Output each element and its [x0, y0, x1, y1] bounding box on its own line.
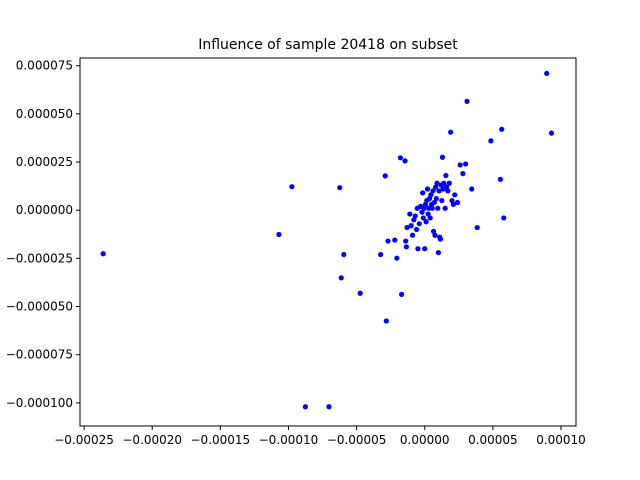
data-point-9	[378, 252, 383, 257]
y-tick-label-3: 0.000000	[16, 203, 73, 217]
data-point-7	[341, 252, 346, 257]
data-point-84	[544, 71, 549, 76]
data-point-65	[443, 173, 448, 178]
x-tick-label-7: 0.00010	[536, 433, 586, 447]
data-point-5	[337, 185, 342, 190]
data-point-15	[398, 155, 403, 160]
data-point-83	[501, 215, 506, 220]
data-point-21	[407, 211, 412, 216]
y-tick-label-0: 0.000075	[16, 59, 73, 73]
x-tick-label-0: −0.00025	[54, 433, 114, 447]
data-point-1	[276, 232, 281, 237]
data-point-6	[339, 275, 344, 280]
data-point-81	[498, 177, 503, 182]
data-point-78	[469, 186, 474, 191]
y-tick-label-1: 0.000050	[16, 107, 73, 121]
data-point-39	[425, 186, 430, 191]
data-point-67	[445, 188, 450, 193]
data-point-16	[399, 292, 404, 297]
data-point-25	[413, 213, 418, 218]
y-tick-label-7: −0.000100	[6, 396, 73, 410]
x-tick-label-6: 0.00005	[468, 433, 518, 447]
data-point-35	[422, 246, 427, 251]
data-point-80	[488, 138, 493, 143]
chart-title: Influence of sample 20418 on subset	[198, 37, 458, 53]
data-point-26	[414, 227, 419, 232]
data-point-60	[439, 198, 444, 203]
x-tick-label-5: 0.00000	[400, 433, 450, 447]
y-tick-label-4: −0.000025	[6, 251, 73, 265]
data-point-73	[455, 200, 460, 205]
data-point-74	[458, 162, 463, 167]
x-tick-label-2: −0.00015	[191, 433, 251, 447]
data-point-18	[403, 238, 408, 243]
data-point-64	[443, 206, 448, 211]
x-tick-label-4: −0.00005	[327, 433, 387, 447]
data-point-19	[404, 244, 409, 249]
data-point-17	[402, 158, 407, 163]
data-point-55	[436, 250, 441, 255]
data-point-10	[383, 173, 388, 178]
data-point-82	[499, 127, 504, 132]
data-point-28	[415, 246, 420, 251]
data-point-13	[392, 237, 397, 242]
data-point-14	[394, 256, 399, 261]
data-point-75	[460, 171, 465, 176]
data-point-61	[440, 155, 445, 160]
data-point-8	[358, 291, 363, 296]
data-point-2	[289, 184, 294, 189]
data-point-52	[434, 196, 439, 201]
data-point-79	[475, 225, 480, 230]
data-point-77	[464, 99, 469, 104]
y-tick-label-5: −0.000050	[6, 300, 73, 314]
data-point-0	[101, 251, 106, 256]
data-point-69	[448, 130, 453, 135]
data-point-32	[420, 190, 425, 195]
data-point-54	[435, 206, 440, 211]
data-point-76	[463, 161, 468, 166]
data-point-12	[385, 238, 390, 243]
data-point-85	[549, 131, 554, 136]
data-point-3	[303, 404, 308, 409]
data-point-37	[424, 219, 429, 224]
x-tick-label-3: −0.00010	[259, 433, 319, 447]
data-point-58	[438, 237, 443, 242]
data-point-46	[430, 206, 435, 211]
y-tick-label-2: 0.000025	[16, 155, 73, 169]
y-tick-label-6: −0.000075	[6, 348, 73, 362]
data-point-50	[432, 233, 437, 238]
data-point-4	[326, 404, 331, 409]
data-point-22	[409, 223, 414, 228]
data-point-68	[447, 181, 452, 186]
data-point-43	[428, 215, 433, 220]
data-point-29	[417, 221, 422, 226]
data-point-23	[410, 233, 415, 238]
x-tick-label-1: −0.00020	[122, 433, 182, 447]
data-point-72	[452, 192, 457, 197]
data-point-11	[384, 318, 389, 323]
